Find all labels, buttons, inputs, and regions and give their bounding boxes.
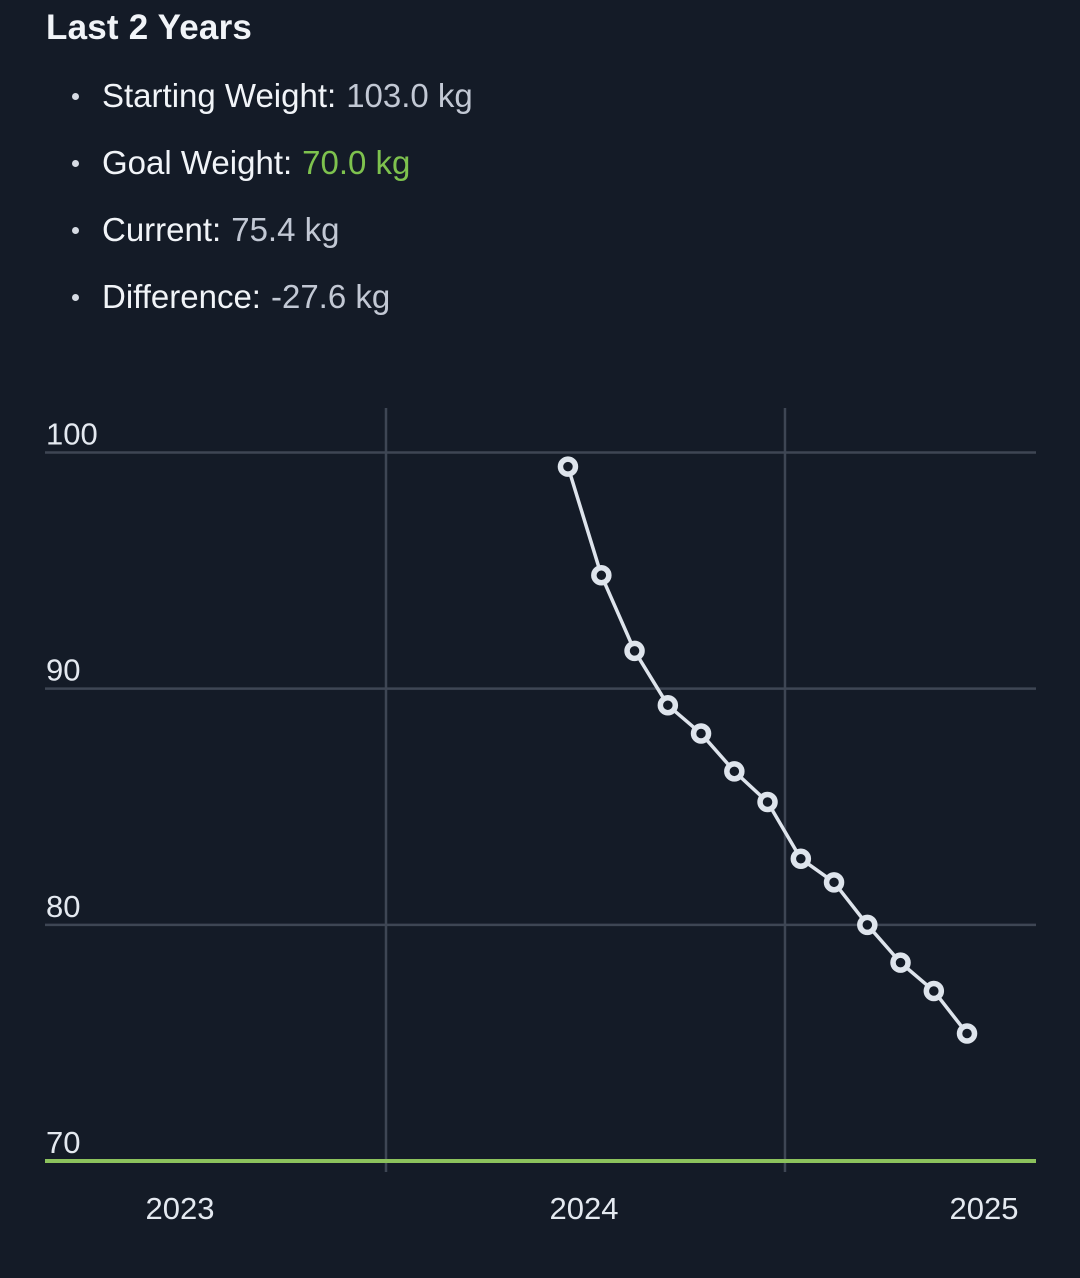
weight-point-marker[interactable]: [757, 791, 778, 813]
y-tick-label: 100: [46, 417, 98, 452]
x-tick-label: 2023: [145, 1191, 214, 1226]
bullet-icon: [72, 92, 79, 100]
summary-item-goal-weight: Goal Weight: 70.0 kg: [72, 143, 473, 183]
weight-point-marker[interactable]: [857, 914, 878, 936]
bullet-icon: [72, 226, 79, 234]
summary-item-current-weight: Current: 75.4 kg: [72, 210, 473, 250]
weight-point-marker[interactable]: [591, 565, 612, 586]
weight-point-marker[interactable]: [557, 456, 579, 477]
summary-value: 103.0 kg: [346, 77, 473, 114]
summary-label: Starting Weight:: [102, 77, 337, 114]
weight-point-marker[interactable]: [690, 723, 712, 744]
summary-label: Current:: [102, 211, 222, 248]
summary-value: -27.6 kg: [270, 278, 391, 315]
page-title: Last 2 Years: [46, 8, 253, 47]
weight-point-marker[interactable]: [890, 952, 911, 973]
weight-point-marker[interactable]: [657, 694, 679, 716]
summary-value-goal: 70.0 kg: [302, 144, 411, 181]
y-tick-label: 80: [46, 889, 80, 924]
weight-point-marker[interactable]: [724, 761, 745, 782]
weight-point-marker[interactable]: [624, 640, 645, 662]
summary-item-starting-weight: Starting Weight: 103.0 kg: [72, 76, 473, 116]
bullet-icon: [72, 159, 79, 167]
summary-list: Starting Weight: 103.0 kg Goal Weight: 7…: [72, 76, 473, 344]
weight-point-marker[interactable]: [823, 872, 845, 893]
x-tick-label: 2025: [949, 1191, 1018, 1226]
y-tick-label: 70: [46, 1125, 80, 1160]
weight-series-line: [566, 464, 969, 1036]
x-tick-label: 2024: [550, 1191, 619, 1226]
summary-label: Difference:: [102, 278, 261, 315]
weight-point-marker[interactable]: [956, 1023, 978, 1044]
summary-item-difference: Difference: -27.6 kg: [72, 277, 473, 317]
bullet-icon: [72, 293, 79, 301]
summary-value: 75.4 kg: [231, 211, 340, 248]
y-tick-label: 90: [46, 653, 80, 688]
summary-label: Goal Weight:: [102, 144, 293, 181]
weight-point-marker[interactable]: [923, 980, 945, 1002]
weight-point-marker[interactable]: [790, 848, 812, 869]
